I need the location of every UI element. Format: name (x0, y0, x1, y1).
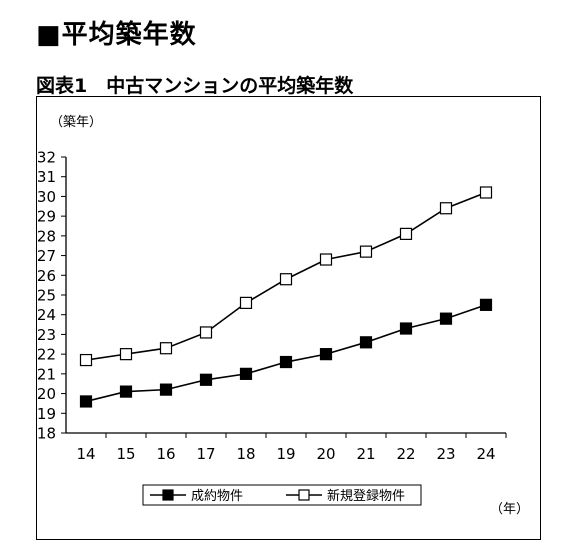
x-tick-label: 15 (116, 445, 135, 463)
data-point-contracted (479, 298, 493, 311)
legend-label: 成約物件 (191, 489, 243, 504)
x-tick-label: 20 (316, 445, 335, 463)
chart-frame (36, 96, 541, 540)
y-tick-label: 27 (37, 247, 56, 265)
legend-box (142, 484, 422, 506)
data-point-contracted (399, 322, 413, 335)
data-point-new-listing (439, 202, 453, 215)
legend-marker (162, 489, 174, 501)
data-point-new-listing (79, 353, 93, 367)
y-tick-label: 20 (37, 385, 56, 403)
data-point-contracted (79, 395, 93, 408)
section-heading: ■平均築年数 (36, 20, 197, 50)
x-tick-label: 19 (276, 445, 295, 463)
data-point-new-listing (159, 342, 173, 355)
figure-caption: 図表1 中古マンションの平均築年数 (36, 75, 354, 97)
x-tick-label: 22 (396, 445, 415, 463)
x-axis-label: （年） (490, 502, 529, 517)
legend-marker (298, 489, 310, 501)
data-point-contracted (199, 373, 213, 386)
data-point-contracted (439, 312, 453, 325)
y-tick-label: 22 (37, 346, 56, 364)
x-tick-label: 18 (236, 445, 255, 463)
y-tick-label: 24 (37, 306, 56, 324)
data-point-contracted (119, 385, 133, 398)
data-point-new-listing (199, 326, 213, 339)
x-tick-label: 23 (436, 445, 455, 463)
data-point-new-listing (279, 273, 293, 286)
y-tick-label: 23 (37, 326, 56, 344)
x-tick-label: 24 (476, 445, 495, 463)
data-point-contracted (359, 336, 373, 349)
y-tick-label: 25 (37, 287, 56, 305)
data-point-new-listing (239, 296, 253, 309)
y-axis-label: （築年） (50, 115, 102, 130)
data-point-new-listing (479, 186, 493, 199)
y-tick-label: 31 (37, 168, 56, 186)
legend-label: 新規登録物件 (327, 488, 405, 504)
data-point-new-listing (319, 253, 333, 266)
series-line-contracted (85, 304, 487, 403)
y-tick-label: 18 (37, 425, 56, 443)
data-point-contracted (239, 367, 253, 380)
data-point-new-listing (399, 227, 413, 240)
y-tick-label: 26 (37, 267, 56, 285)
y-tick-label: 28 (37, 227, 56, 245)
data-point-contracted (159, 383, 173, 396)
y-tick-label: 21 (37, 365, 56, 383)
data-point-contracted (319, 348, 333, 361)
x-tick-label: 14 (76, 445, 95, 463)
y-tick-label: 30 (37, 188, 56, 206)
x-tick-label: 16 (156, 445, 175, 463)
data-point-new-listing (359, 245, 373, 258)
x-tick-label: 17 (196, 445, 215, 463)
x-tick-label: 21 (356, 445, 375, 463)
data-point-new-listing (119, 348, 133, 361)
y-tick-label: 29 (37, 208, 56, 226)
y-tick-label: 19 (37, 405, 56, 423)
data-point-contracted (279, 355, 293, 369)
y-tick-label: 32 (37, 149, 56, 167)
